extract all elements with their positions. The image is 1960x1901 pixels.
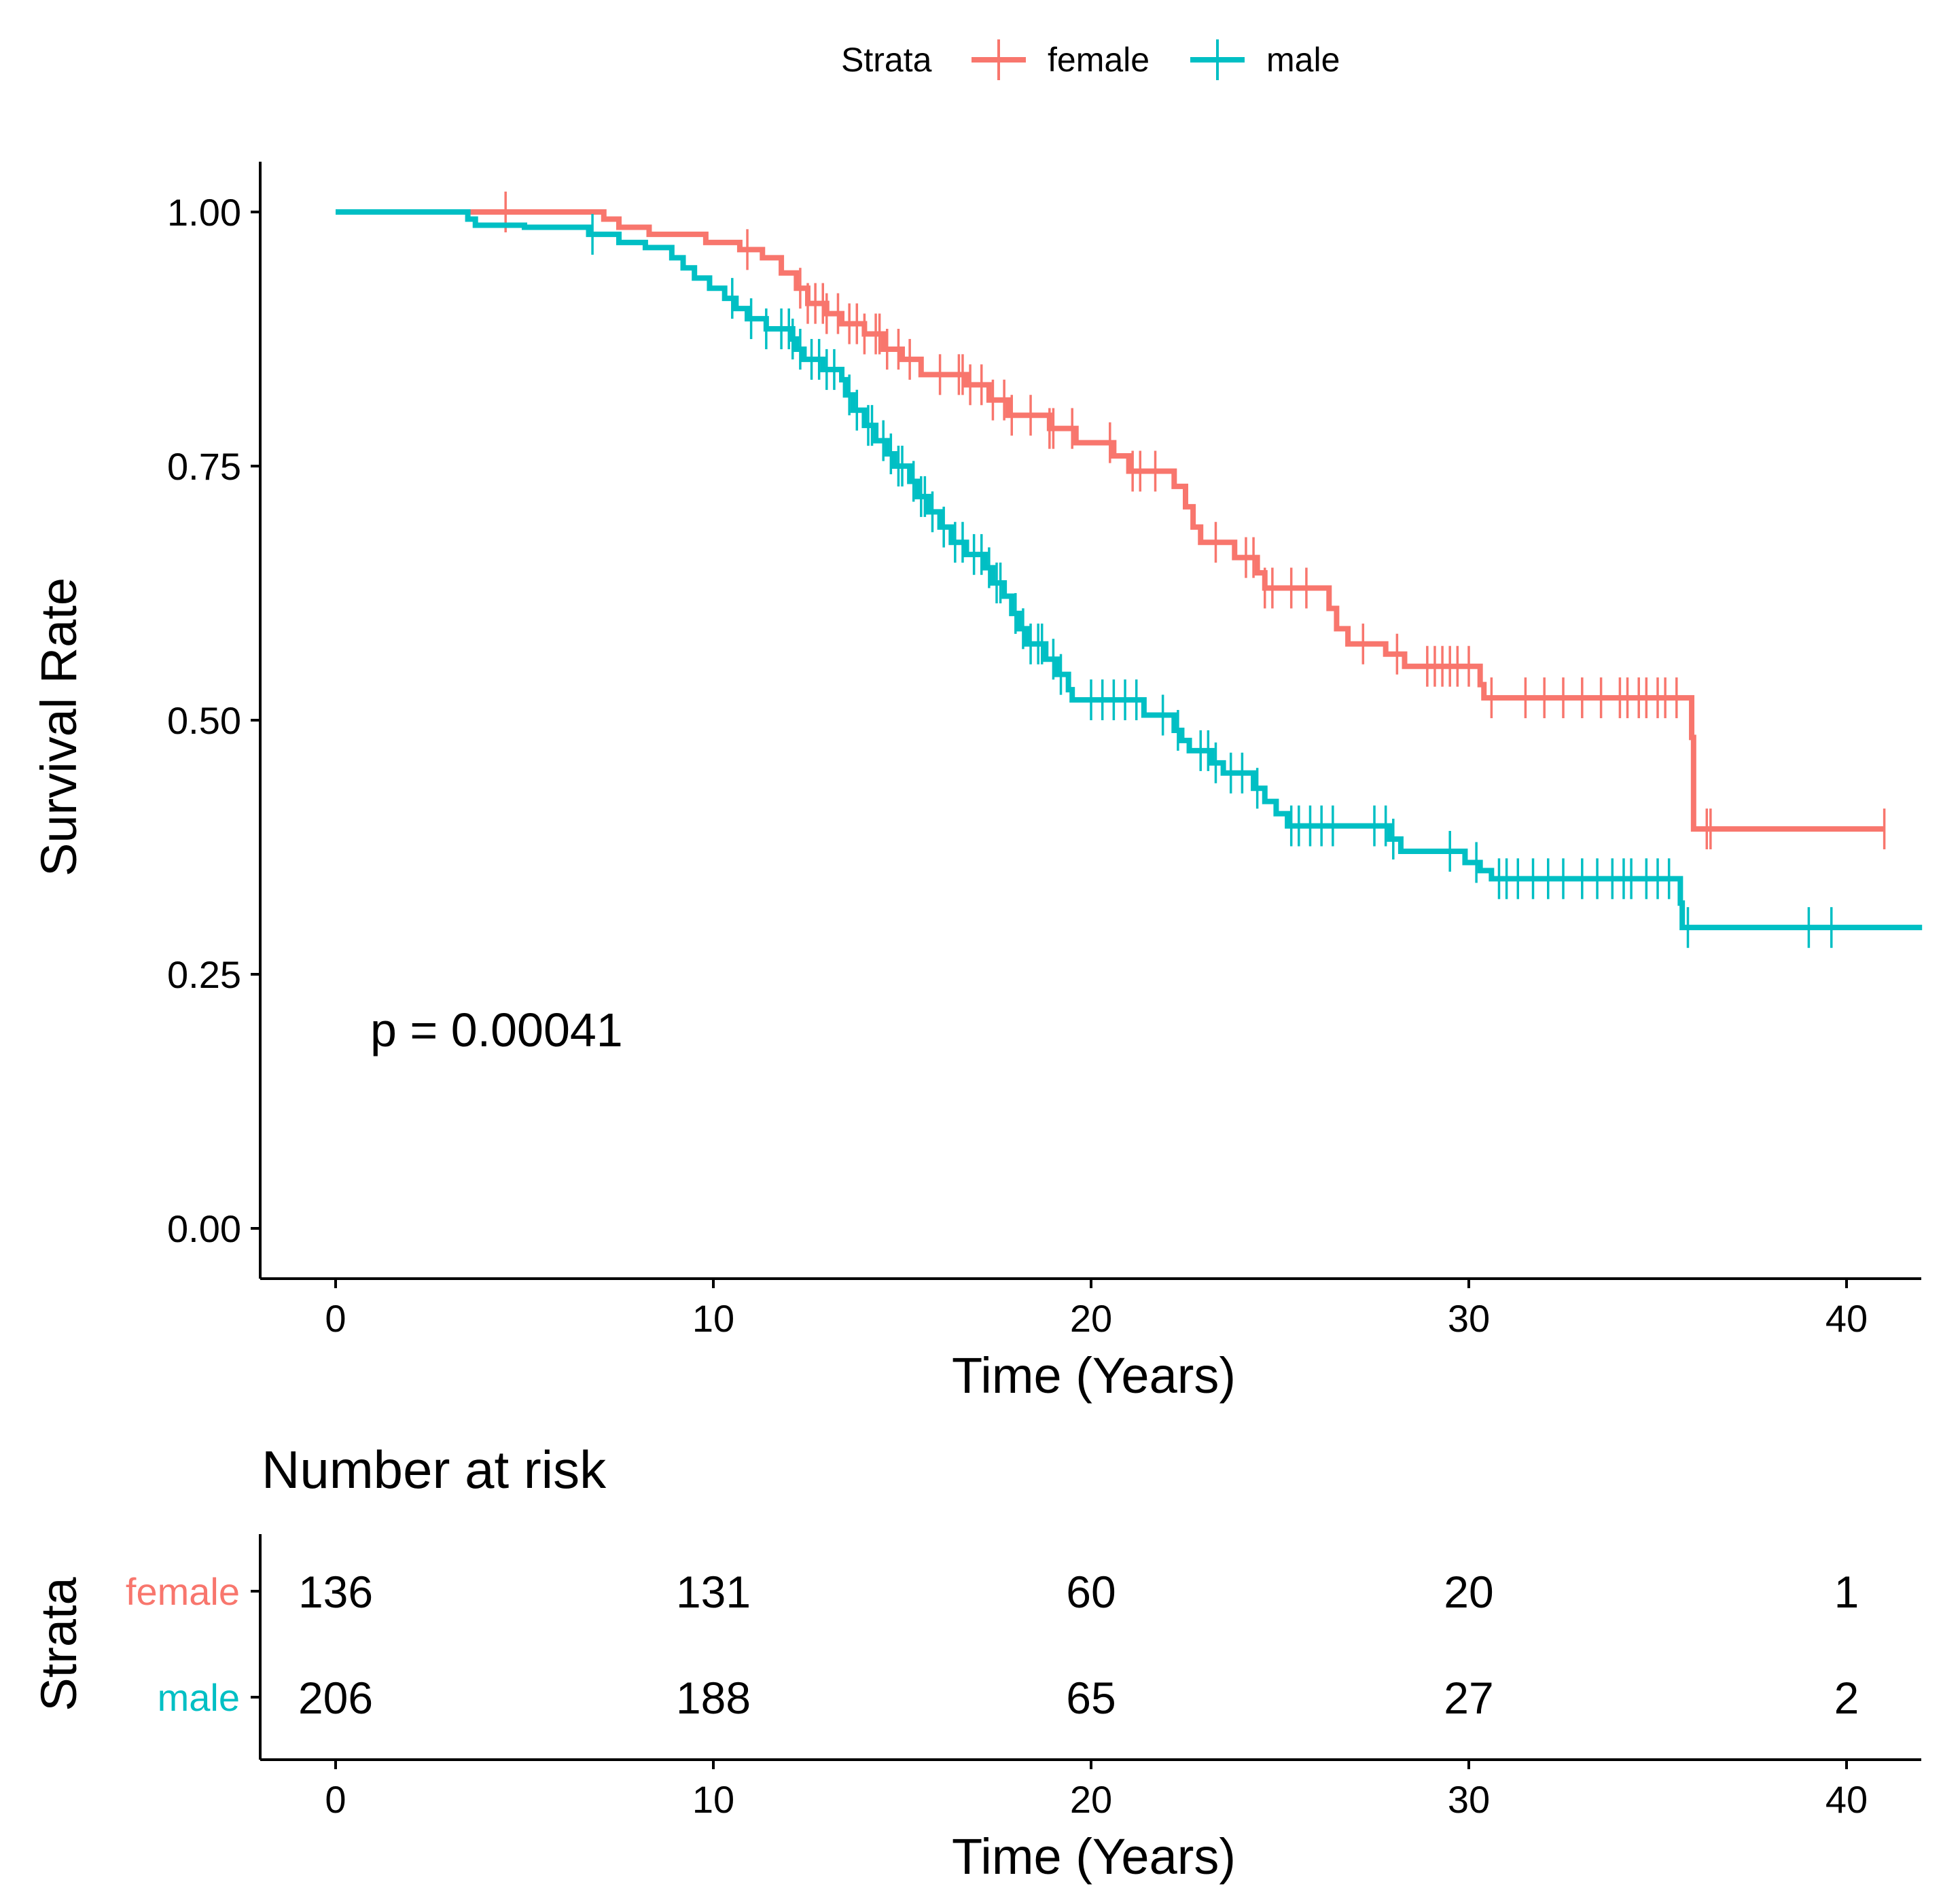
x-tick-label: 20 bbox=[1070, 1297, 1112, 1340]
risk-row-label-male: male bbox=[158, 1676, 240, 1719]
survival-line-female bbox=[336, 209, 1885, 832]
x-tick-label: 30 bbox=[1448, 1297, 1490, 1340]
risk-count-female: 136 bbox=[298, 1567, 373, 1617]
survival-plot: 0.00 0.25 0.50 0.75 1.00 0 10 20 30 40 p = 0.000… bbox=[31, 162, 1923, 1404]
y-tick-label: 0.75 bbox=[167, 445, 241, 488]
risk-x-tick-label: 10 bbox=[692, 1778, 734, 1821]
y-tick-label: 0.00 bbox=[167, 1207, 241, 1250]
risk-x-tick-label: 30 bbox=[1448, 1778, 1490, 1821]
survival-curves bbox=[336, 192, 1923, 948]
legend-title: Strata bbox=[841, 41, 932, 79]
y-tick-label: 0.25 bbox=[167, 953, 241, 996]
x-tick-label: 40 bbox=[1825, 1297, 1868, 1340]
risk-count-female: 20 bbox=[1444, 1567, 1493, 1617]
y-axis-ticks: 0.00 0.25 0.50 0.75 1.00 bbox=[167, 191, 260, 1250]
risk-table-rows: female 136 131 60 20 1 male 206 188 65 27 2 bbox=[126, 1567, 1859, 1723]
risk-count-female: 131 bbox=[676, 1567, 751, 1617]
risk-x-tick-label: 40 bbox=[1825, 1778, 1868, 1821]
risk-count-male: 65 bbox=[1066, 1673, 1116, 1723]
risk-row-label-female: female bbox=[126, 1570, 240, 1613]
risk-count-male: 188 bbox=[676, 1673, 751, 1723]
x-tick-label: 10 bbox=[692, 1297, 734, 1340]
risk-table-x-ticks: 0 10 20 30 40 bbox=[325, 1760, 1868, 1821]
p-value-annotation: p = 0.00041 bbox=[370, 1003, 623, 1056]
risk-count-male: 27 bbox=[1444, 1673, 1493, 1723]
legend-label-female: female bbox=[1048, 41, 1150, 79]
risk-count-male: 206 bbox=[298, 1673, 373, 1723]
legend-key-female bbox=[972, 39, 1026, 80]
risk-table-title: Number at risk bbox=[262, 1440, 607, 1499]
legend: Strata female male bbox=[841, 39, 1340, 80]
x-tick-label: 0 bbox=[325, 1297, 346, 1340]
risk-count-female: 1 bbox=[1834, 1567, 1859, 1617]
risk-x-tick-label: 20 bbox=[1070, 1778, 1112, 1821]
x-axis-ticks: 0 10 20 30 40 bbox=[325, 1279, 1868, 1340]
risk-table-y-axis-title: Strata bbox=[31, 1576, 87, 1711]
risk-count-female: 60 bbox=[1066, 1567, 1116, 1617]
risk-table-x-axis-title: Time (Years) bbox=[952, 1828, 1236, 1885]
y-tick-label: 0.50 bbox=[167, 699, 241, 742]
y-axis-title: Survival Rate bbox=[31, 578, 87, 876]
y-tick-label: 1.00 bbox=[167, 191, 241, 234]
legend-key-male bbox=[1190, 39, 1245, 80]
risk-x-tick-label: 0 bbox=[325, 1778, 346, 1821]
legend-label-male: male bbox=[1266, 41, 1340, 79]
survival-line-male bbox=[336, 209, 1923, 931]
x-axis-title: Time (Years) bbox=[952, 1347, 1236, 1404]
risk-count-male: 2 bbox=[1834, 1673, 1859, 1723]
